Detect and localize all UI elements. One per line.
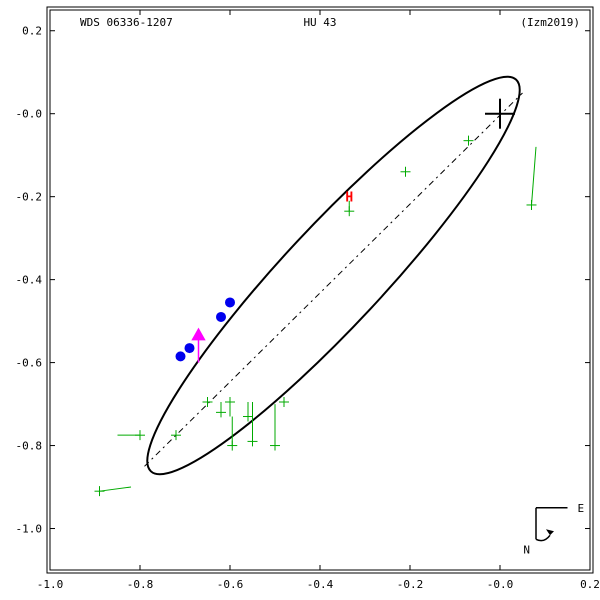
xtick-label: -0.6 [217,578,244,591]
ytick-label: -0.2 [16,191,43,204]
ytick-label: -0.6 [16,357,43,370]
ytick-label: 0.2 [22,25,42,38]
plot-bg [0,0,600,600]
compass-e-label: E [578,502,585,515]
orbit-plot: -1.0 -0.8 -0.6 -0.4 -0.2 -0.0 0.2 -1.0 -0.8 -0.6 -… [0,0,600,600]
xtick-label: 0.2 [580,578,600,591]
blue-dot [216,312,226,322]
blue-dot [225,297,235,307]
title-left: WDS 06336-1207 [80,16,173,29]
xtick-label: -0.0 [487,578,514,591]
ytick-label: -0.8 [16,440,43,453]
blue-dot [176,351,186,361]
red-h-marker: H [345,191,353,206]
ytick-label: -0.0 [16,108,43,121]
blue-dot [185,343,195,353]
xtick-label: -0.2 [397,578,424,591]
xtick-label: -0.4 [307,578,334,591]
xtick-label: -0.8 [127,578,154,591]
ytick-label: -1.0 [16,523,43,536]
xtick-label: -1.0 [37,578,64,591]
ytick-label: -0.4 [16,274,43,287]
compass-n-label: N [523,543,530,556]
title-right: (Izm2019) [520,16,580,29]
title-center: HU 43 [303,16,336,29]
